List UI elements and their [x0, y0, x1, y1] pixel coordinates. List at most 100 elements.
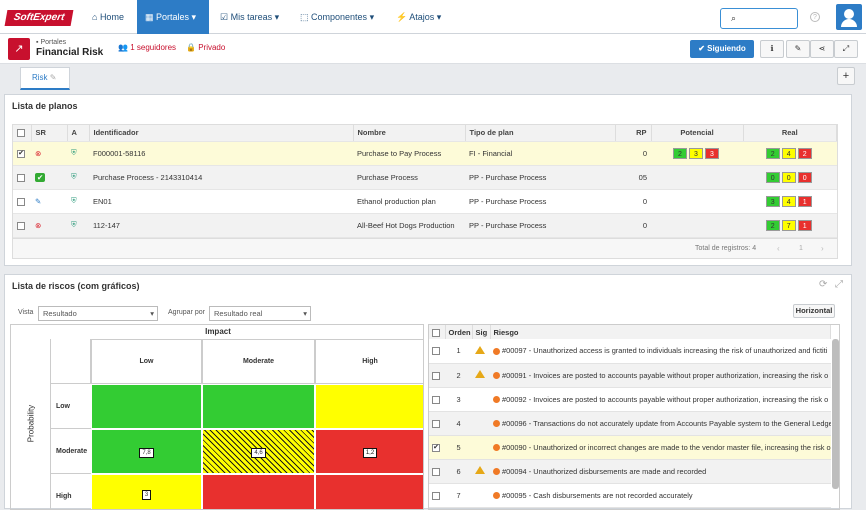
- plan-type: PP - Purchase Process: [465, 213, 615, 238]
- col-sr[interactable]: SR: [31, 125, 68, 142]
- page-number[interactable]: 1: [799, 244, 803, 252]
- risk-order: 2: [445, 363, 472, 388]
- search-input[interactable]: ⌕: [720, 8, 798, 29]
- cell-low-moderate[interactable]: [202, 384, 315, 429]
- col-a[interactable]: A: [67, 125, 90, 142]
- scrollbar[interactable]: [832, 339, 839, 489]
- horizontal-button[interactable]: Horizontal: [793, 304, 835, 318]
- nav-componentes[interactable]: ⬚ Componentes ▾: [300, 12, 375, 22]
- col-riesgo[interactable]: Riesgo: [490, 325, 831, 339]
- plan-type: FI - Financial: [465, 141, 615, 166]
- pencil-icon[interactable]: ✎: [49, 73, 57, 82]
- page-title: Financial Risk: [36, 47, 104, 58]
- privacy-status[interactable]: 🔒 Privado: [186, 43, 225, 52]
- cell-moderate-low[interactable]: 7,8: [91, 429, 202, 474]
- cell-moderate-moderate[interactable]: 4,6: [202, 429, 315, 474]
- nav-mis-tareas[interactable]: ☑ Mis tareas ▾: [220, 12, 280, 22]
- plan-rp: 0: [615, 213, 651, 238]
- privacy-label: Privado: [198, 43, 226, 52]
- add-tab-button[interactable]: +: [837, 67, 855, 85]
- real-badge: 2: [765, 147, 780, 159]
- risk-row[interactable]: 3 #00092 - Invoices are posted to account…: [429, 387, 831, 412]
- col-nombre[interactable]: Nombre: [353, 125, 466, 142]
- risks-title: Lista de riscos (com gráficos): [12, 281, 140, 291]
- breadcrumb[interactable]: ▪ Portales: [36, 39, 67, 46]
- risk-row[interactable]: 2 #00091 - Invoices are posted to account…: [429, 363, 831, 388]
- nav-home[interactable]: ⌂ Home: [92, 12, 124, 22]
- edit-icon[interactable]: ✎: [786, 40, 810, 58]
- row-checkbox[interactable]: [17, 221, 25, 230]
- user-avatar[interactable]: [836, 4, 862, 30]
- expand-icon[interactable]: ⤢: [835, 279, 843, 290]
- cell-moderate-high[interactable]: 1,2: [315, 429, 423, 474]
- follow-button[interactable]: ✔ Siguiendo: [690, 40, 754, 58]
- risk-order: 5: [445, 435, 472, 460]
- col-potencial[interactable]: Potencial: [651, 125, 744, 142]
- col-tipo[interactable]: Tipo de plan: [465, 125, 616, 142]
- col-orden[interactable]: Orden: [445, 325, 473, 339]
- col-sig[interactable]: Sig: [472, 325, 491, 339]
- prev-page-icon[interactable]: ‹: [777, 243, 780, 253]
- softexpert-logo[interactable]: SoftExpert: [4, 10, 74, 26]
- select-all-checkbox[interactable]: [17, 129, 25, 138]
- followers-link[interactable]: 👥 1 seguidores: [118, 43, 176, 52]
- next-page-icon[interactable]: ›: [821, 243, 824, 253]
- risk-row[interactable]: 6 #00094 - Unauthorized disbursements are…: [429, 459, 831, 484]
- tab-risk[interactable]: Risk ✎: [20, 67, 70, 90]
- plan-row[interactable]: ✔ ⊗ ⛨ F000001-58116 Purchase to Pay Process F…: [13, 141, 837, 166]
- plan-row[interactable]: ✔ ⛨ Purchase Process - 2143310414 Purchase …: [13, 165, 837, 190]
- row-checkbox[interactable]: ✔: [17, 149, 25, 158]
- nav-portales[interactable]: ▦ Portales ▾: [137, 0, 209, 34]
- agrupar-select[interactable]: Resultado real ▾: [209, 306, 311, 321]
- risk-row[interactable]: ✔ 5 #00090 - Unauthorized or incorrect cha…: [429, 435, 831, 460]
- risk-checkbox[interactable]: [432, 347, 440, 356]
- probability-label: Probability: [26, 404, 36, 443]
- real-badge: 0: [765, 171, 780, 183]
- vista-select[interactable]: Resultado ▾: [38, 306, 158, 321]
- risk-checkbox[interactable]: ✔: [432, 443, 440, 452]
- cell-low-high[interactable]: [315, 384, 423, 429]
- risk-row[interactable]: 1 #00097 - Unauthorized access is granted…: [429, 339, 831, 364]
- risk-row[interactable]: 4 #00096 - Transactions do not accurately…: [429, 411, 831, 436]
- fullscreen-icon[interactable]: ⤢: [834, 40, 858, 58]
- risk-icon: [493, 347, 500, 355]
- cell-high-high[interactable]: [315, 474, 423, 509]
- col-real[interactable]: Real: [743, 125, 837, 142]
- total-records: Total de registros: 4: [695, 244, 757, 252]
- row-moderate: Moderate: [51, 429, 91, 474]
- risk-checkbox[interactable]: [432, 467, 440, 476]
- row-high: High: [56, 493, 72, 500]
- refresh-icon[interactable]: ⟳: [819, 279, 828, 290]
- plan-row[interactable]: ✎ ⛨ EN01 Ethanol production plan PP - Purcha…: [13, 189, 837, 214]
- risk-order: 1: [445, 339, 472, 364]
- potential-badge: 3: [689, 147, 703, 159]
- cell-high-low[interactable]: 3: [91, 474, 202, 509]
- nav-atajos[interactable]: ⚡ Atajos ▾: [396, 12, 442, 22]
- col-moderate: Moderate: [202, 339, 315, 384]
- top-navbar: SoftExpert ⌂ Home ▦ Portales ▾ ☑ Mis tar…: [0, 0, 866, 34]
- real-badge: 2: [765, 219, 780, 231]
- select-all-risks-checkbox[interactable]: [432, 328, 440, 337]
- plan-row[interactable]: ⊗ ⛨ 112-147 All-Beef Hot Dogs Production PP …: [13, 213, 837, 238]
- follow-button-label: Siguiendo: [707, 44, 746, 53]
- risk-checkbox[interactable]: [432, 491, 440, 500]
- row-checkbox[interactable]: [17, 197, 25, 206]
- info-icon[interactable]: ℹ: [760, 40, 784, 58]
- col-identificador[interactable]: Identificador: [89, 125, 354, 142]
- potential-badge: 3: [705, 147, 719, 159]
- row-checkbox[interactable]: [17, 173, 25, 182]
- risk-order: 3: [445, 387, 472, 412]
- risk-checkbox[interactable]: [432, 371, 440, 380]
- share-icon[interactable]: ⋖: [810, 40, 834, 58]
- followers-label: 1 seguidores: [130, 43, 177, 52]
- real-badge: 0: [797, 171, 812, 183]
- cell-low-low[interactable]: [91, 384, 202, 429]
- risk-checkbox[interactable]: [432, 395, 440, 404]
- portal-header: ↗ ▪ Portales Financial Risk 👥 1 seguidor…: [0, 34, 866, 64]
- status-edit-icon: ✎: [35, 196, 42, 206]
- help-icon[interactable]: ?: [810, 12, 820, 22]
- cell-high-moderate[interactable]: [202, 474, 315, 509]
- col-rp[interactable]: RP: [615, 125, 652, 142]
- risk-row[interactable]: 7 #00095 - Cash disbursements are not rec…: [429, 483, 831, 508]
- risk-checkbox[interactable]: [432, 419, 440, 428]
